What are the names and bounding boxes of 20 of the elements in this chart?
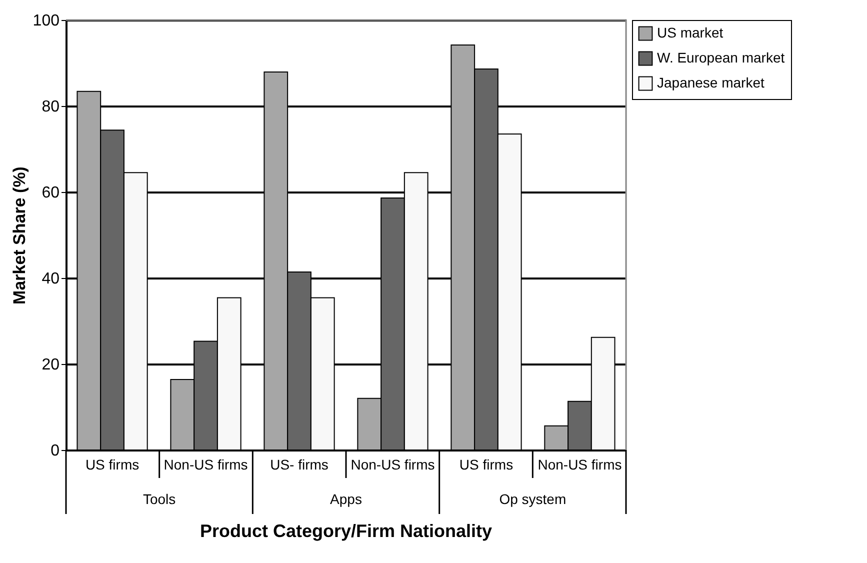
- text: Tools: [142, 491, 176, 507]
- x-tick-label: US firms: [459, 456, 514, 472]
- x-tick-label: Non-US firms: [164, 456, 248, 472]
- y-tick-label: 0: [50, 442, 60, 460]
- legend-label: Japanese market: [657, 74, 765, 90]
- legend-label: US market: [657, 24, 724, 40]
- y-tick-label: 60: [42, 184, 60, 202]
- x-tick-label: US firms: [85, 456, 140, 472]
- legend-label: W. European market: [657, 50, 785, 66]
- y-axis-title: Market Share (%): [10, 166, 29, 304]
- x-tick-label: Non-US firms: [350, 456, 435, 472]
- x-tick-label: US- firms: [270, 456, 328, 472]
- y-tick-label: 80: [42, 98, 60, 116]
- y-tick-label: 40: [42, 270, 60, 288]
- y-tick-label: 20: [42, 356, 60, 374]
- y-tick-label: 100: [32, 12, 60, 30]
- x-tick-label: Non-US firms: [538, 456, 622, 472]
- x-axis-title: Product Category/Firm Nationality: [200, 521, 492, 541]
- text: Apps: [330, 491, 362, 507]
- text: Op system: [499, 491, 566, 507]
